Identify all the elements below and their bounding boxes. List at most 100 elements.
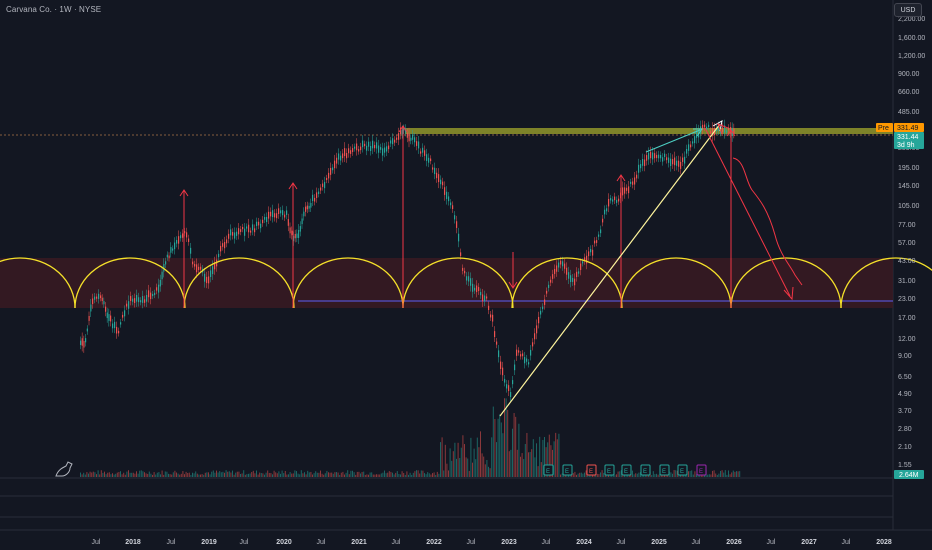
volume-bar — [616, 474, 617, 477]
candle — [106, 312, 108, 319]
volume-bar — [524, 443, 526, 477]
volume-bar — [513, 413, 515, 477]
currency-button[interactable]: USD — [894, 3, 922, 17]
volume-bar — [206, 472, 208, 477]
volume-bar — [492, 406, 494, 477]
candle — [328, 172, 330, 179]
candle — [182, 233, 184, 238]
volume-bar — [596, 473, 598, 477]
price-axis: 2,200.00 1,600.00 1,200.00 900.00 660.00 485.… — [898, 16, 925, 469]
volume-bar — [104, 471, 105, 477]
volume-bar — [640, 472, 641, 477]
candle — [580, 263, 582, 271]
volume-bar — [265, 472, 267, 477]
volume-bar — [131, 472, 133, 477]
candle — [126, 303, 128, 307]
volume-bar — [720, 470, 721, 477]
volume-bar — [280, 473, 281, 477]
volume-bar — [281, 470, 283, 477]
volume-bar — [673, 470, 675, 477]
volume-badge — [894, 470, 924, 479]
candle — [100, 295, 102, 299]
volume-bar — [460, 447, 462, 477]
time-axis-label: Jul — [92, 539, 101, 546]
volume-bar — [331, 472, 333, 477]
volume-bar — [681, 474, 683, 477]
volume-bar — [691, 470, 693, 477]
candle — [720, 130, 722, 134]
symbol-title[interactable]: Carvana Co. · 1W · NYSE — [6, 5, 102, 14]
candle — [636, 174, 638, 179]
volume-bar — [302, 473, 304, 477]
volume-bar — [313, 473, 315, 477]
time-axis-label: 2023 — [501, 539, 517, 546]
volume-bar — [630, 473, 632, 477]
candle — [318, 191, 320, 195]
volume-bar — [484, 464, 486, 477]
volume-bar — [356, 471, 358, 477]
volume-bar — [456, 458, 457, 477]
candle — [194, 264, 196, 267]
volume-bar — [339, 474, 341, 477]
candle — [316, 192, 318, 198]
volume-bar — [585, 470, 587, 477]
volume-bar — [216, 470, 217, 477]
volume-bar — [134, 473, 136, 477]
volume-value: 2.64M — [899, 472, 919, 479]
volume-bar — [196, 473, 198, 477]
candle — [640, 164, 642, 169]
volume-bar — [576, 474, 577, 477]
volume-bar — [361, 472, 363, 477]
candle — [156, 287, 158, 291]
volume-bar — [497, 418, 499, 477]
candle — [618, 198, 620, 202]
candle — [166, 254, 168, 258]
volume-bar — [422, 470, 424, 477]
candle — [632, 181, 634, 185]
volume-bar — [136, 471, 137, 477]
candle — [214, 262, 216, 270]
volume-bar — [89, 471, 91, 477]
volume-bar — [553, 441, 555, 477]
volume-bar — [651, 474, 653, 477]
volume-bar — [470, 437, 472, 477]
volume-bar — [187, 472, 189, 477]
candle — [228, 233, 230, 239]
candle — [326, 177, 328, 181]
candle — [396, 137, 398, 140]
volume-bar — [579, 472, 581, 477]
volume-bar — [403, 473, 405, 477]
candle — [516, 349, 518, 356]
volume-bar — [376, 474, 377, 477]
volume-bar — [318, 472, 320, 477]
volume-bar — [491, 437, 493, 477]
volume-bar — [347, 470, 349, 477]
candle — [384, 147, 386, 153]
volume-bar — [195, 471, 197, 477]
volume-bar — [499, 414, 501, 477]
price-axis-label: 31.00 — [898, 278, 916, 285]
candle — [452, 205, 454, 210]
candle — [188, 238, 190, 242]
price-axis-label: 1,200.00 — [898, 53, 925, 60]
volume-bar — [408, 474, 409, 477]
candle — [648, 152, 650, 160]
volume-bar — [324, 473, 326, 477]
volume-bar — [270, 473, 272, 477]
volume-bar — [406, 471, 408, 477]
candle — [250, 230, 252, 233]
volume-bar — [729, 474, 731, 477]
candle — [364, 143, 366, 147]
volume-bar — [321, 473, 323, 477]
volume-bar — [398, 473, 400, 477]
pre-price-badge — [894, 123, 924, 132]
volume-bar — [715, 473, 717, 477]
volume-bar — [147, 473, 149, 477]
candle — [380, 147, 382, 150]
volume-bar — [193, 473, 195, 477]
candle — [656, 154, 658, 159]
volume-bar — [198, 474, 200, 477]
candle — [678, 160, 680, 167]
